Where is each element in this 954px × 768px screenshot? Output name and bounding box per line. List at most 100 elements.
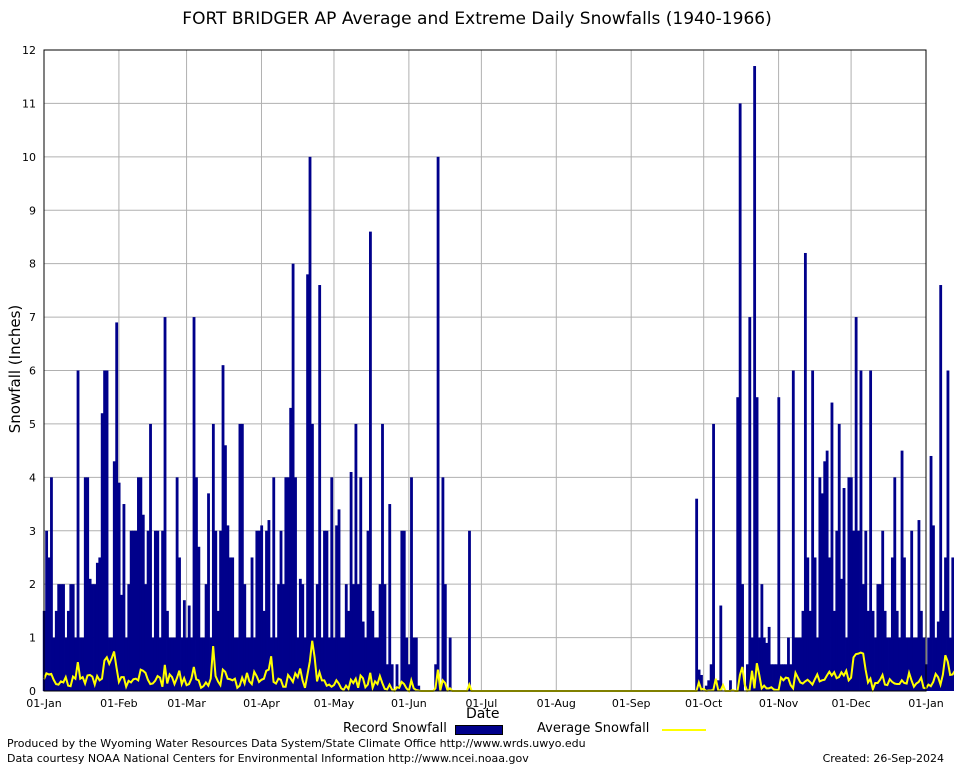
record-bar — [753, 66, 757, 691]
record-bar — [156, 530, 160, 691]
record-bar — [277, 584, 281, 691]
record-bar — [296, 637, 300, 691]
x-tick-label: 01-Jan — [908, 697, 944, 710]
record-bar — [163, 317, 167, 691]
record-bar — [917, 520, 921, 691]
record-bar — [122, 504, 126, 691]
plot-frame — [43, 49, 927, 692]
record-bar — [134, 530, 138, 691]
record-bar — [175, 477, 179, 691]
record-bar — [86, 477, 90, 691]
record-bar — [729, 680, 732, 691]
record-bar — [272, 477, 276, 691]
y-tick-label: 11 — [22, 97, 36, 110]
record-bar — [910, 530, 914, 691]
record-bar — [787, 637, 790, 691]
record-bar — [750, 637, 754, 691]
record-bar — [366, 530, 370, 691]
record-bar — [791, 370, 795, 691]
record-bar — [881, 530, 885, 691]
record-bar — [137, 477, 140, 691]
record-bar — [704, 685, 708, 691]
record-bar — [170, 637, 174, 691]
y-axis-label: Snowfall (Inches) — [6, 304, 24, 434]
record-bar — [308, 156, 312, 691]
record-bar — [233, 637, 237, 691]
record-bar — [443, 584, 447, 691]
record-bar — [250, 557, 254, 691]
record-bar — [736, 397, 740, 691]
record-bar — [941, 610, 945, 692]
record-bar — [95, 562, 99, 691]
x-axis-ticks: 01-Jan 01-Feb 01-Mar 01-Apr 01-May 01-Jun 01-J… — [26, 697, 944, 710]
record-bar — [289, 407, 293, 691]
record-bar — [886, 637, 889, 691]
record-bar — [883, 610, 887, 692]
y-tick-label: 0 — [29, 685, 36, 698]
record-bar — [820, 493, 824, 691]
legend-average-label: Average Snowfall — [537, 721, 650, 736]
record-bar — [934, 637, 938, 691]
record-bar — [695, 498, 699, 691]
record-bar — [62, 584, 65, 691]
record-bar — [298, 578, 302, 691]
y-tick-label: 12 — [22, 44, 36, 57]
record-bar — [927, 637, 931, 691]
record-bar — [946, 370, 950, 691]
record-bar — [417, 685, 421, 691]
record-bar — [402, 530, 406, 691]
record-bar — [110, 637, 114, 691]
record-bar — [81, 637, 85, 691]
x-tick-label: 01-Feb — [100, 697, 137, 710]
record-bar — [255, 530, 259, 691]
record-bar — [448, 637, 452, 691]
record-bar — [745, 664, 749, 691]
y-tick-label: 7 — [29, 311, 36, 324]
record-bar — [311, 423, 314, 691]
y-tick-label: 2 — [29, 578, 36, 591]
record-bar — [100, 413, 104, 691]
record-bar — [944, 557, 947, 691]
record-bar — [799, 637, 802, 691]
record-bar — [315, 584, 319, 691]
legend-record-swatch — [455, 725, 503, 735]
record-bar — [359, 477, 363, 691]
record-bar — [765, 642, 769, 691]
record-bar — [719, 605, 723, 691]
record-bar — [50, 477, 53, 691]
record-bar — [796, 637, 800, 691]
record-bar — [337, 509, 341, 691]
record-bar — [709, 664, 713, 691]
record-bar — [66, 610, 70, 692]
record-bar — [922, 637, 926, 691]
record-bar — [400, 530, 404, 691]
record-bar — [811, 370, 815, 691]
record-bar — [190, 637, 194, 691]
legend-record-label: Record Snowfall — [343, 721, 447, 736]
record-bar — [199, 637, 203, 691]
record-bar — [801, 610, 805, 692]
record-snowfall-bars — [42, 66, 954, 692]
record-bar — [716, 680, 720, 691]
record-bar — [211, 423, 215, 691]
record-bar — [91, 584, 94, 691]
record-bar — [842, 488, 846, 691]
record-bar — [738, 103, 742, 692]
record-bar — [204, 584, 208, 691]
record-bar — [69, 584, 73, 691]
record-bar — [936, 621, 940, 691]
record-bar — [871, 610, 875, 692]
record-bar — [253, 637, 256, 691]
record-bar — [238, 423, 242, 691]
record-bar — [161, 530, 165, 691]
record-bar — [364, 637, 367, 691]
created-date: Created: 26-Sep-2024 — [822, 752, 944, 765]
y-tick-label: 8 — [29, 258, 36, 271]
footer-producer: Produced by the Wyoming Water Resources … — [7, 737, 586, 750]
record-bar — [265, 530, 268, 691]
record-bar — [129, 530, 133, 691]
record-bar — [816, 637, 819, 691]
record-bar — [929, 455, 933, 691]
record-bar — [383, 584, 387, 691]
